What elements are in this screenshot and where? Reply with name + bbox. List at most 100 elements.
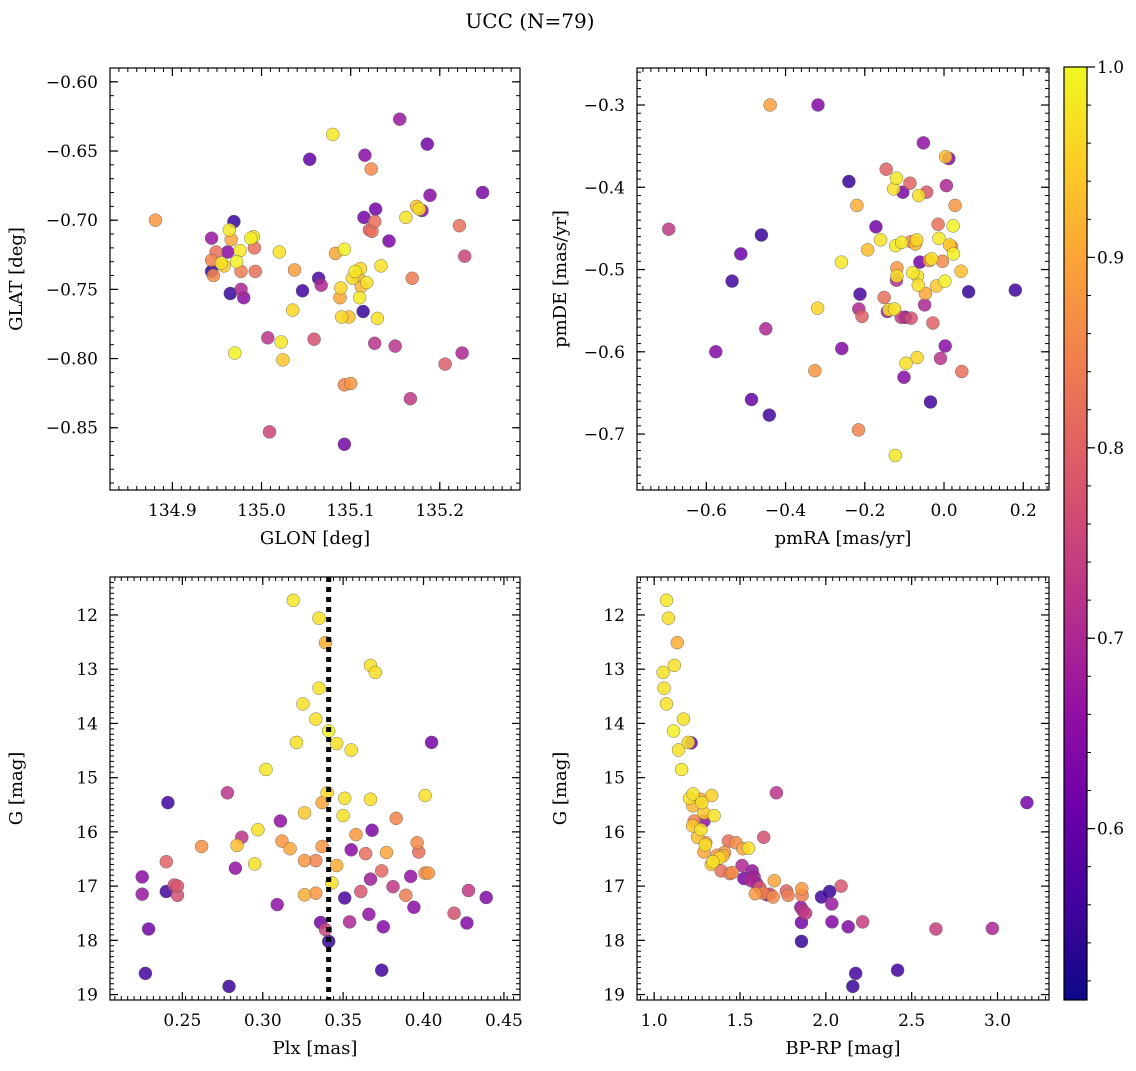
data-point xyxy=(296,697,310,711)
y-tick-label: −0.6 xyxy=(584,343,625,363)
data-point xyxy=(135,887,149,901)
x-tick-label: 0.2 xyxy=(1010,501,1037,521)
x-tick-label: −0.6 xyxy=(686,501,727,521)
data-point xyxy=(358,846,373,861)
data-point xyxy=(335,310,349,324)
x-axis-label: GLON [deg] xyxy=(260,528,370,549)
data-point xyxy=(259,762,273,777)
x-tick-label: 0.25 xyxy=(163,1011,201,1031)
data-point xyxy=(365,823,379,837)
data-point xyxy=(438,357,452,371)
data-point xyxy=(725,274,739,288)
x-axis-label: Plx [mas] xyxy=(273,1038,358,1059)
data-point xyxy=(303,152,317,167)
data-point xyxy=(757,830,771,844)
x-tick-label: −0.4 xyxy=(765,501,806,521)
x-tick-label: −0.2 xyxy=(844,501,885,521)
x-tick-label: 3.0 xyxy=(984,1011,1011,1031)
data-point xyxy=(686,787,700,801)
data-point xyxy=(814,890,829,904)
x-tick-label: 0.0 xyxy=(930,501,957,521)
y-tick-label: 13 xyxy=(76,660,98,680)
data-point xyxy=(825,915,839,929)
data-point xyxy=(364,162,378,176)
x-tick-label: 0.35 xyxy=(324,1011,362,1031)
data-point xyxy=(933,351,948,366)
data-point xyxy=(925,252,939,266)
data-point xyxy=(358,148,372,162)
data-point xyxy=(363,872,378,886)
data-point xyxy=(307,332,321,346)
x-tick-label: 135.2 xyxy=(415,501,464,521)
data-point xyxy=(388,339,402,353)
axes-frame xyxy=(109,576,521,1001)
y-tick-label: −0.65 xyxy=(46,142,98,162)
data-point xyxy=(455,346,469,360)
y-tick-label: 16 xyxy=(76,823,98,843)
data-point xyxy=(741,841,756,855)
data-point xyxy=(888,448,902,463)
colorbar-tick-label: 0.6 xyxy=(1097,820,1124,840)
data-point xyxy=(695,795,709,810)
data-point xyxy=(297,853,312,868)
data-point xyxy=(762,408,776,422)
y-tick-label: 18 xyxy=(76,931,98,951)
data-point xyxy=(421,866,436,880)
y-tick-label: 17 xyxy=(603,877,625,897)
data-point xyxy=(932,231,946,246)
data-point xyxy=(222,979,236,994)
data-point xyxy=(681,735,695,750)
x-axis-label: BP-RP [mag] xyxy=(785,1038,900,1059)
data-point xyxy=(375,864,389,878)
data-point xyxy=(662,222,676,236)
data-point xyxy=(330,858,344,873)
data-point xyxy=(326,127,340,142)
data-point xyxy=(709,345,723,359)
data-point xyxy=(312,611,326,625)
x-axis-label: pmRA [mas/yr] xyxy=(775,528,912,549)
x-tick-label: 2.0 xyxy=(812,1011,839,1031)
subplot-1: 134.9 135.0 135.1 135.2 −0.60 −0.65 −0.70 −0.75… xyxy=(6,67,521,549)
data-point xyxy=(228,346,242,360)
data-point xyxy=(220,786,235,800)
data-point xyxy=(853,287,867,301)
data-point xyxy=(447,906,461,920)
data-point xyxy=(376,920,390,934)
y-tick-label: 19 xyxy=(603,986,625,1006)
data-point xyxy=(860,243,875,257)
data-point xyxy=(849,966,863,981)
y-tick-label: −0.5 xyxy=(584,261,625,281)
data-point xyxy=(214,256,229,270)
data-point xyxy=(850,198,864,213)
data-point xyxy=(694,823,708,837)
data-point xyxy=(846,979,860,994)
data-point xyxy=(904,311,918,325)
y-tick-label: 19 xyxy=(76,986,98,1006)
data-point xyxy=(348,264,362,279)
data-point xyxy=(769,786,784,800)
x-tick-label: 2.5 xyxy=(898,1011,925,1031)
y-tick-label: 13 xyxy=(603,660,625,680)
points-group xyxy=(656,593,1034,994)
data-point xyxy=(338,791,352,805)
data-point xyxy=(667,658,681,673)
data-point xyxy=(763,98,777,112)
data-point xyxy=(318,922,333,937)
data-point xyxy=(206,268,221,283)
data-point xyxy=(222,223,237,237)
data-point xyxy=(344,376,358,391)
y-tick-label: 15 xyxy=(76,769,98,789)
y-tick-label: −0.7 xyxy=(584,425,625,445)
data-point xyxy=(754,228,769,242)
data-point xyxy=(309,886,323,900)
data-point xyxy=(135,870,149,884)
data-point xyxy=(938,150,953,164)
data-point xyxy=(286,303,300,317)
data-point xyxy=(368,202,383,216)
data-point xyxy=(811,98,825,112)
data-point xyxy=(283,842,297,856)
data-point xyxy=(336,808,350,823)
x-tick-label: 0.40 xyxy=(405,1011,443,1031)
